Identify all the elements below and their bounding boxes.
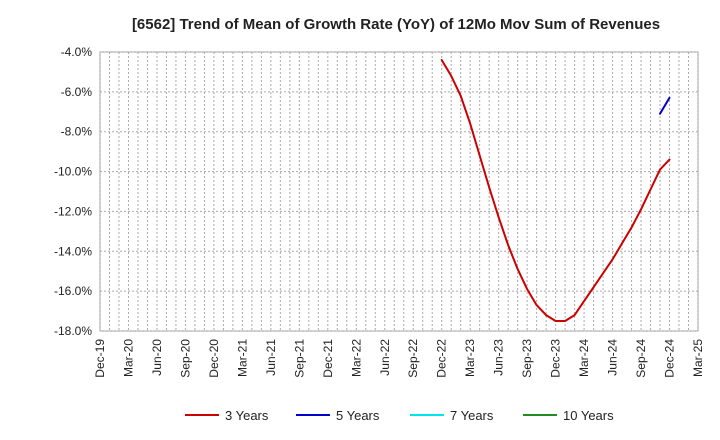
chart-title: [6562] Trend of Mean of Growth Rate (YoY…: [132, 16, 660, 33]
y-tick-label: -4.0%: [61, 45, 93, 59]
x-tick-label: Dec-21: [321, 339, 335, 378]
x-tick-label: Jun-20: [150, 339, 164, 376]
x-tick-label: Dec-19: [93, 339, 107, 378]
y-tick-label: -14.0%: [54, 244, 92, 258]
x-tick-label: Sep-23: [520, 339, 534, 378]
x-tick-label: Mar-23: [463, 339, 477, 377]
x-tick-label: Sep-24: [634, 339, 648, 378]
x-tick-label: Sep-22: [406, 339, 420, 378]
x-tick-label: Jun-21: [264, 339, 278, 376]
x-tick-label: Mar-21: [235, 339, 249, 377]
x-tick-label: Mar-24: [577, 339, 591, 377]
x-tick-label: Jun-24: [606, 339, 620, 376]
y-tick-label: -12.0%: [54, 204, 92, 218]
x-tick-label: Mar-22: [349, 339, 363, 377]
x-tick-label: Jun-22: [378, 339, 392, 376]
x-tick-label: Sep-21: [292, 339, 306, 378]
x-tick-label: Dec-23: [549, 339, 563, 378]
plot-area: [99, 51, 699, 332]
grid: [99, 51, 699, 332]
legend-label: 7 Years: [450, 408, 494, 423]
x-tick-label: Sep-20: [178, 339, 192, 378]
legend-label: 3 Years: [225, 408, 269, 423]
y-tick-label: -8.0%: [61, 125, 93, 139]
y-tick-label: -6.0%: [61, 85, 93, 99]
legend-label: 5 Years: [336, 408, 380, 423]
y-tick-label: -18.0%: [54, 324, 92, 338]
legend-label: 10 Years: [563, 408, 614, 423]
series-line-3-years: [440, 59, 671, 322]
legend: 3 Years 5 Years 7 Years 10 Years: [185, 408, 614, 423]
axes: -4.0% -6.0% -8.0% -10.0% -12.0% -14.0% -16.0% -…: [54, 45, 705, 378]
y-tick-label: -16.0%: [54, 284, 92, 298]
x-tick-label: Mar-20: [121, 339, 135, 377]
x-tick-label: Dec-24: [663, 339, 677, 378]
x-tick-label: Dec-22: [435, 339, 449, 378]
x-tick-label: Mar-25: [691, 339, 705, 377]
x-tick-label: Dec-20: [207, 339, 221, 378]
x-tick-label: Jun-23: [492, 339, 506, 376]
y-tick-label: -10.0%: [54, 165, 92, 179]
series-line-5-years: [659, 96, 671, 115]
series-lines: [440, 59, 671, 322]
